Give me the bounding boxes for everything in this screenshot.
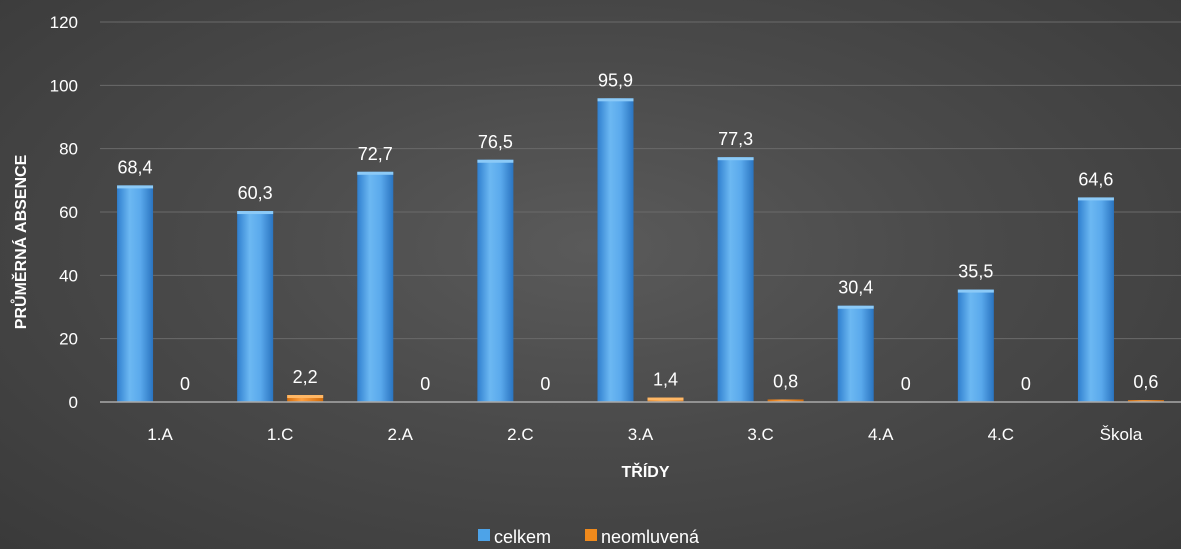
bar-cap-neomluvena-3-a — [647, 397, 684, 401]
data-label-celkem-1-c: 60,3 — [238, 183, 273, 203]
legend-swatch-celkem — [478, 529, 490, 541]
bar-neomluvena-1-c — [287, 395, 324, 402]
bar-celkem-2-a — [357, 171, 394, 402]
bar-cap-celkem-1-a — [117, 185, 154, 189]
bar-cap-neomluvena-1-c — [287, 395, 324, 399]
data-label-neomluvena-3-a: 1,4 — [653, 370, 678, 390]
x-tick-label: 4.C — [988, 425, 1014, 444]
y-axis-ticks: 0 20 40 60 80 100 120 — [50, 13, 78, 412]
data-label-neomluvena-2-a: 0 — [420, 374, 430, 394]
bar-celkem-3-c — [717, 157, 754, 402]
data-label-celkem-3-c: 77,3 — [718, 129, 753, 149]
x-tick-label: 3.A — [628, 425, 654, 444]
y-tick-label: 0 — [69, 393, 78, 412]
bar-celkem-2-c — [477, 159, 514, 402]
y-tick-label: 60 — [59, 203, 78, 222]
data-label-neomluvena-4-a: 0 — [901, 374, 911, 394]
data-label-neomluvena-skola: 0,6 — [1133, 372, 1158, 392]
x-tick-label: 3.C — [747, 425, 773, 444]
data-label-celkem-skola: 64,6 — [1078, 169, 1113, 189]
x-tick-label: 1.A — [147, 425, 173, 444]
data-label-neomluvena-4-c: 0 — [1021, 374, 1031, 394]
legend-label-celkem: celkem — [494, 527, 551, 547]
data-label-neomluvena-2-c: 0 — [540, 374, 550, 394]
x-tick-label: 4.A — [868, 425, 894, 444]
x-tick-label: 1.C — [267, 425, 293, 444]
legend-swatch-neomluvena — [585, 529, 597, 541]
bar-cap-celkem-1-c — [237, 211, 274, 215]
bar-neomluvena-skola — [1127, 400, 1164, 402]
y-tick-label: 80 — [59, 140, 78, 159]
bar-celkem-skola — [1077, 197, 1114, 402]
y-tick-label: 120 — [50, 13, 78, 32]
data-label-neomluvena-1-a: 0 — [180, 374, 190, 394]
y-tick-label: 40 — [59, 266, 78, 285]
bar-cap-celkem-4-a — [837, 305, 874, 309]
bar-celkem-1-a — [117, 185, 154, 402]
bar-cap-celkem-4-c — [957, 289, 994, 293]
y-axis-title: PRŮMĚRNÁ ABSENCE — [10, 154, 30, 329]
legend: celkem neomluvená — [478, 527, 700, 547]
bar-celkem-1-c — [237, 211, 274, 402]
data-label-celkem-4-c: 35,5 — [958, 262, 993, 282]
bar-cap-celkem-skola — [1077, 197, 1114, 201]
x-axis-title: TŘÍDY — [622, 462, 670, 481]
bar-neomluvena-3-c — [767, 399, 804, 402]
bar-celkem-4-c — [957, 289, 994, 402]
gridlines — [100, 21, 1181, 340]
data-label-celkem-4-a: 30,4 — [838, 278, 873, 298]
bars — [117, 98, 1164, 403]
x-tick-label: 2.C — [507, 425, 533, 444]
data-label-celkem-2-a: 72,7 — [358, 144, 393, 164]
bar-cap-celkem-3-c — [717, 157, 754, 161]
x-tick-label: 2.A — [388, 425, 414, 444]
data-label-celkem-2-c: 76,5 — [478, 132, 513, 152]
bar-cap-celkem-3-a — [597, 98, 634, 102]
data-label-neomluvena-3-c: 0,8 — [773, 371, 798, 391]
data-label-neomluvena-1-c: 2,2 — [293, 367, 318, 387]
x-tick-label: Škola — [1100, 425, 1143, 444]
bar-cap-celkem-2-c — [477, 159, 514, 163]
y-tick-label: 100 — [50, 76, 78, 95]
data-label-celkem-1-a: 68,4 — [118, 157, 153, 177]
bar-celkem-4-a — [837, 305, 874, 402]
bar-celkem-3-a — [597, 98, 634, 403]
x-axis-ticks: 1.A 1.C 2.A 2.C 3.A 3.C 4.A 4.C Škola — [147, 425, 1142, 444]
y-tick-label: 20 — [59, 330, 78, 349]
data-label-celkem-3-a: 95,9 — [598, 70, 633, 90]
legend-label-neomluvena: neomluvená — [601, 527, 700, 547]
bar-cap-celkem-2-a — [357, 171, 394, 175]
data-labels: 68,4 0 60,3 2,2 72,7 0 76,5 0 95,9 1,4 77,3 0,8 30,4… — [118, 70, 1159, 394]
